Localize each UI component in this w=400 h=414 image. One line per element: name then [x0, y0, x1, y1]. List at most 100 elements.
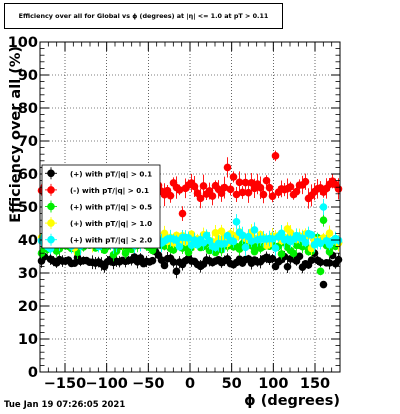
data-point-3 — [319, 216, 328, 224]
data-point-2 — [223, 163, 232, 172]
data-point-2 — [226, 185, 235, 194]
data-point-5 — [229, 237, 238, 246]
data-point-2 — [292, 187, 301, 196]
y-tick-label: 70 — [18, 134, 38, 150]
legend-label: (+) with pT/|q| > 1.0 — [70, 219, 152, 229]
data-point-3 — [211, 248, 220, 257]
legend-label: (-) with pT/|q| > 0.1 — [70, 186, 149, 196]
data-point-5 — [232, 218, 241, 226]
data-point-3 — [289, 249, 298, 258]
data-point-1 — [70, 259, 79, 267]
data-point-1 — [325, 259, 334, 267]
data-point-5 — [199, 239, 208, 247]
data-point-5 — [250, 226, 259, 234]
data-point-1 — [268, 254, 277, 263]
data-point-2 — [190, 182, 199, 191]
x-tick-label: −100 — [85, 376, 127, 392]
legend-marker — [47, 186, 55, 194]
data-point-2 — [259, 190, 268, 199]
data-point-2 — [166, 191, 175, 200]
data-point-2 — [262, 176, 271, 185]
x-tick-label: 150 — [300, 376, 330, 392]
data-point-5 — [241, 243, 250, 252]
legend-marker — [47, 169, 55, 178]
data-point-2 — [241, 178, 250, 187]
data-point-1 — [295, 252, 304, 261]
data-point-2 — [334, 185, 343, 193]
data-point-1 — [160, 261, 169, 270]
data-point-5 — [184, 234, 193, 242]
legend-label: (+) with pT/|q| > 0.5 — [70, 203, 152, 213]
data-point-1 — [307, 256, 316, 265]
legend-label: (+) with pT/|q| > 0.1 — [70, 169, 152, 179]
data-point-2 — [217, 189, 226, 198]
data-point-2 — [271, 152, 280, 160]
legend-marker — [47, 235, 55, 244]
y-tick-label: 60 — [18, 167, 38, 183]
data-point-2 — [256, 183, 265, 192]
data-point-2 — [175, 186, 184, 194]
data-point-2 — [220, 183, 229, 192]
y-tick-label: 40 — [18, 233, 38, 249]
data-point-1 — [169, 258, 178, 266]
x-tick-label: 0 — [185, 376, 195, 392]
data-point-2 — [244, 188, 253, 197]
chart-title: Efficiency over all for Global vs ϕ (deg… — [18, 12, 269, 20]
datestamp: Tue Jan 19 07:26:05 2021 — [4, 400, 126, 410]
data-point-1 — [283, 262, 292, 271]
data-point-5 — [319, 203, 328, 211]
legend-label: (+) with pT/|q| > 2.0 — [70, 236, 152, 246]
data-point-4 — [217, 227, 226, 235]
x-axis-label: ϕ (degrees) — [244, 393, 340, 409]
y-tick-label: 10 — [18, 332, 38, 348]
legend-marker — [47, 202, 55, 211]
legend-box — [41, 164, 161, 249]
data-point-3 — [250, 247, 259, 256]
data-point-2 — [196, 194, 205, 203]
data-point-2 — [208, 192, 217, 200]
y-tick-label: 20 — [18, 299, 38, 315]
data-point-3 — [169, 246, 178, 254]
data-point-2 — [229, 173, 238, 181]
data-point-3 — [121, 249, 130, 258]
x-tick-label: −150 — [44, 376, 86, 392]
y-tick-label: 100 — [8, 35, 38, 51]
data-point-1 — [136, 254, 145, 262]
data-point-5 — [301, 238, 310, 247]
data-point-3 — [277, 250, 286, 258]
data-point-2 — [265, 183, 274, 192]
y-tick-label: 50 — [18, 200, 38, 216]
data-point-5 — [175, 242, 184, 251]
data-point-5 — [277, 229, 286, 238]
data-point-2 — [301, 177, 310, 186]
data-point-3 — [316, 267, 325, 276]
y-tick-label: 0 — [28, 365, 38, 381]
y-tick-label: 90 — [18, 68, 38, 84]
data-point-3 — [325, 248, 334, 256]
data-point-1 — [172, 267, 181, 276]
x-tick-label: −50 — [132, 376, 164, 392]
data-point-2 — [268, 192, 277, 201]
data-point-4 — [211, 229, 220, 237]
data-point-1 — [319, 280, 328, 289]
legend-marker — [47, 219, 55, 227]
data-point-2 — [178, 209, 187, 218]
data-point-5 — [316, 239, 325, 248]
x-tick-label: 100 — [258, 376, 288, 392]
data-point-5 — [238, 231, 247, 240]
y-tick-label: 80 — [18, 101, 38, 117]
y-tick-label: 30 — [18, 266, 38, 282]
data-point-2 — [232, 190, 241, 199]
data-point-5 — [268, 235, 277, 243]
y-axis-label: Efficiency over all (%) — [8, 46, 24, 223]
data-point-4 — [325, 229, 334, 238]
data-point-2 — [286, 183, 295, 191]
data-point-5 — [247, 237, 256, 245]
data-point-2 — [238, 188, 247, 197]
data-point-4 — [160, 229, 169, 238]
data-point-5 — [271, 244, 280, 252]
data-point-2 — [199, 182, 208, 190]
data-point-2 — [235, 178, 244, 187]
